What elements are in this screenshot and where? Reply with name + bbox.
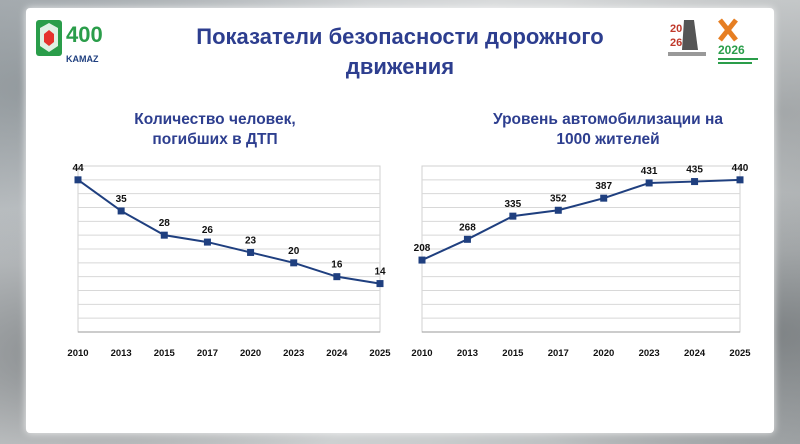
- monument-icon: [682, 20, 698, 50]
- data-point-motorization: [691, 178, 699, 186]
- year-top-text: 20: [670, 23, 682, 35]
- x-tick-label-motorization: 2024: [684, 348, 706, 359]
- data-point-motorization: [418, 256, 426, 264]
- data-point-deaths: [203, 238, 211, 246]
- data-label-deaths: 35: [116, 194, 128, 205]
- data-label-motorization: 440: [732, 163, 749, 174]
- x-tick-label-motorization: 2013: [457, 348, 478, 359]
- data-label-deaths: 44: [72, 163, 84, 174]
- x-tick-label-motorization: 2020: [593, 348, 614, 359]
- year-2026-text: 2026: [718, 43, 745, 57]
- x-tick-label-deaths: 2024: [326, 348, 348, 359]
- data-label-deaths: 28: [159, 218, 171, 229]
- x-tick-label-motorization: 2023: [639, 348, 660, 359]
- data-label-deaths: 14: [374, 267, 386, 278]
- city-400-kamaz-logo: 400 KAMAZ: [36, 20, 103, 64]
- data-point-deaths: [160, 231, 168, 239]
- content-panel: [26, 8, 774, 433]
- x-tick-label-deaths: 2013: [111, 348, 132, 359]
- kamaz-brand-text: KAMAZ: [66, 54, 99, 64]
- data-label-deaths: 20: [288, 246, 300, 257]
- series-line-deaths: [77, 179, 381, 285]
- data-point-motorization: [554, 206, 562, 214]
- x-tick-label-motorization: 2025: [729, 348, 751, 359]
- series-line-motorization: [421, 178, 741, 261]
- x-tick-label-deaths: 2017: [197, 348, 218, 359]
- data-label-deaths: 23: [245, 235, 257, 246]
- anniversary-number: 400: [66, 22, 103, 47]
- data-point-motorization: [600, 194, 608, 202]
- data-label-motorization: 387: [595, 181, 612, 192]
- year-bottom-text: 26: [670, 37, 682, 49]
- chart-title-motorization: Уровень автомобилизации на 1000 жителей: [493, 111, 723, 148]
- data-point-deaths: [333, 273, 341, 281]
- data-label-motorization: 352: [550, 193, 567, 204]
- x-tick-label-motorization: 2010: [411, 348, 432, 359]
- data-label-motorization: 431: [641, 166, 658, 177]
- x-tick-label-deaths: 2025: [369, 348, 391, 359]
- data-point-motorization: [736, 176, 744, 184]
- data-point-deaths: [74, 176, 82, 184]
- x-tick-label-deaths: 2010: [67, 348, 88, 359]
- data-point-motorization: [463, 235, 471, 243]
- data-point-motorization: [509, 212, 517, 220]
- data-label-motorization: 208: [414, 243, 431, 254]
- x-tick-label-deaths: 2020: [240, 348, 261, 359]
- data-point-deaths: [247, 248, 255, 256]
- data-point-deaths: [376, 280, 384, 288]
- slide-title: Показатели безопасности дорожного движен…: [196, 24, 604, 79]
- x-tick-label-motorization: 2017: [548, 348, 569, 359]
- x-tick-label-motorization: 2015: [502, 348, 524, 359]
- data-point-deaths: [290, 259, 298, 267]
- data-point-deaths: [117, 207, 125, 215]
- data-point-motorization: [645, 179, 653, 187]
- data-label-motorization: 335: [505, 199, 522, 210]
- x-tick-label-deaths: 2023: [283, 348, 304, 359]
- data-label-deaths: 26: [202, 225, 214, 236]
- x-emblem-icon: [718, 18, 738, 42]
- data-label-motorization: 435: [686, 165, 703, 176]
- chart-title-deaths: Количество человек, погибших в ДТП: [134, 111, 296, 148]
- data-label-deaths: 16: [331, 260, 343, 271]
- x-tick-label-deaths: 2015: [154, 348, 176, 359]
- year-2026-logos: 20 26 2026: [668, 18, 758, 64]
- data-label-motorization: 268: [459, 222, 476, 233]
